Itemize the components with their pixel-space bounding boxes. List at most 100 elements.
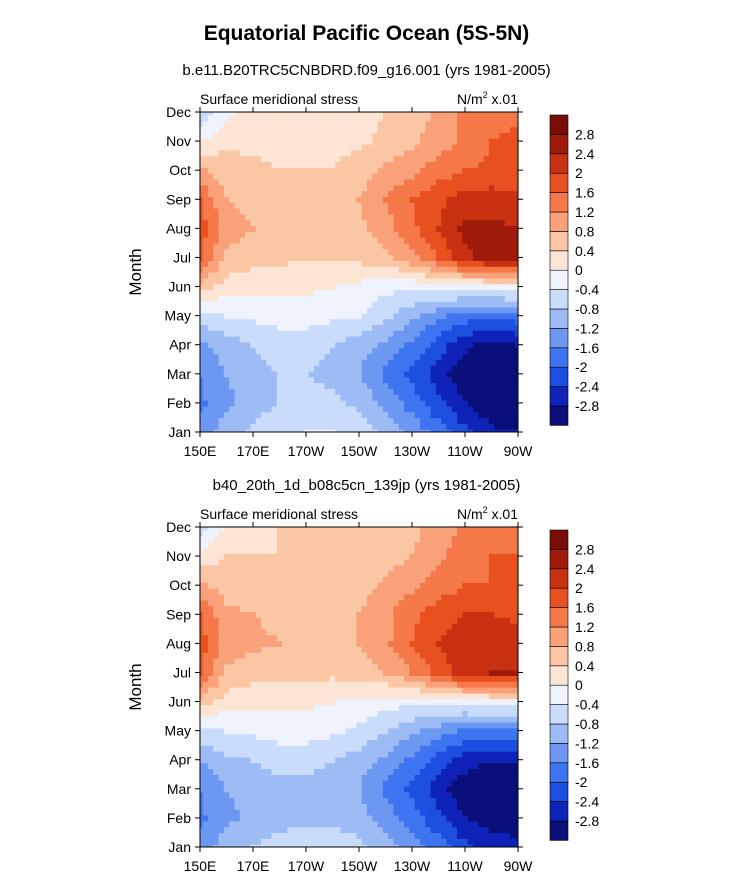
heatmap-cell <box>441 155 448 163</box>
heatmap-cell <box>229 277 236 285</box>
heatmap-cell <box>356 237 363 244</box>
heatmap-cell <box>356 266 363 273</box>
heatmap-cell <box>345 721 352 729</box>
heatmap-cell <box>229 745 236 752</box>
heatmap-cell <box>457 797 463 804</box>
heatmap-cell <box>250 173 257 180</box>
heatmap-cell <box>419 826 426 834</box>
heatmap-cell <box>499 382 506 389</box>
heatmap-cell <box>260 733 267 740</box>
heatmap-cell <box>393 405 400 413</box>
heatmap-cell <box>351 429 357 432</box>
heatmap-cell <box>504 196 511 203</box>
heatmap-cell <box>366 208 373 215</box>
heatmap-cell <box>207 376 214 384</box>
heatmap-cell <box>234 820 241 828</box>
heatmap-cell <box>255 710 262 717</box>
heatmap-cell <box>404 237 410 244</box>
heatmap-cell <box>245 429 251 432</box>
heatmap-cell <box>329 815 336 822</box>
heatmap-cell <box>356 347 363 355</box>
heatmap-cell <box>229 803 236 810</box>
heatmap-cell <box>266 745 273 752</box>
heatmap-cell <box>515 411 518 419</box>
heatmap-cell <box>356 370 363 378</box>
heatmap-cell <box>425 248 432 256</box>
heatmap-cell <box>382 260 389 267</box>
heatmap-cell <box>515 832 518 839</box>
heatmap-cell <box>377 405 384 413</box>
heatmap-cell <box>266 394 273 401</box>
heatmap-cell <box>308 306 315 314</box>
heatmap-cell <box>319 149 326 157</box>
heatmap-cell <box>340 780 347 787</box>
heatmap-cell <box>276 423 283 430</box>
heatmap-cell <box>451 727 458 735</box>
heatmap-cell <box>245 254 251 261</box>
heatmap-cell <box>335 365 342 372</box>
heatmap-cell <box>457 225 463 232</box>
heatmap-cell <box>483 196 490 203</box>
heatmap-cell <box>409 376 416 384</box>
heatmap-cell <box>409 266 416 273</box>
heatmap-cell <box>313 739 320 746</box>
heatmap-cell <box>234 202 241 209</box>
heatmap-cell <box>239 429 246 432</box>
heatmap-cell <box>472 359 479 366</box>
heatmap-cell <box>430 820 437 828</box>
heatmap-cell <box>366 785 373 793</box>
heatmap-cell <box>419 248 426 256</box>
heatmap-cell <box>202 803 209 810</box>
heatmap-cell <box>276 149 283 157</box>
heatmap-cell <box>223 844 230 847</box>
heatmap-cell <box>483 330 490 337</box>
heatmap-cell <box>245 312 251 320</box>
heatmap-cell <box>202 791 209 799</box>
heatmap-cell <box>213 815 220 822</box>
heatmap-cell <box>223 429 230 432</box>
heatmap-cell <box>404 832 410 839</box>
heatmap-cell <box>319 260 326 267</box>
heatmap-cell <box>356 762 363 770</box>
heatmap-cell <box>335 208 342 215</box>
heatmap-cell <box>504 400 511 407</box>
heatmap-cell <box>504 844 511 847</box>
heatmap-cell <box>266 405 273 413</box>
heatmap-cell <box>239 388 246 395</box>
heatmap-cell <box>245 797 251 804</box>
heatmap-cell <box>298 365 304 372</box>
heatmap-cell <box>467 815 474 822</box>
heatmap-cell <box>504 283 511 291</box>
heatmap-cell <box>414 161 421 168</box>
heatmap-cell <box>472 318 479 325</box>
heatmap-cell <box>494 365 501 372</box>
heatmap-cell <box>472 330 479 337</box>
heatmap-cell <box>213 826 220 834</box>
heatmap-cell <box>213 417 220 424</box>
heatmap-cell <box>335 132 342 139</box>
heatmap-cell <box>308 797 315 804</box>
heatmap-cell <box>303 126 310 133</box>
heatmap-cell <box>255 112 262 116</box>
heatmap-cell <box>218 359 225 366</box>
heatmap-cell <box>446 756 453 764</box>
heatmap-cell <box>462 112 469 116</box>
heatmap-cell <box>499 190 506 197</box>
heatmap-cell <box>393 745 400 752</box>
heatmap-cell <box>207 167 214 174</box>
heatmap-cell <box>462 161 469 168</box>
heatmap-cell <box>329 365 336 372</box>
heatmap-cell <box>494 184 501 192</box>
heatmap-cell <box>425 370 432 378</box>
heatmap-cell <box>457 248 463 256</box>
heatmap-cell <box>266 411 273 419</box>
heatmap-cell <box>441 359 448 366</box>
heatmap-cell <box>298 733 304 740</box>
heatmap-cell <box>329 756 336 764</box>
heatmap-cell <box>488 721 495 729</box>
heatmap-cell <box>308 149 315 157</box>
heatmap-cell <box>335 126 342 133</box>
heatmap-cell <box>319 120 326 128</box>
heatmap-cell <box>425 295 432 302</box>
heatmap-cell <box>292 112 299 116</box>
